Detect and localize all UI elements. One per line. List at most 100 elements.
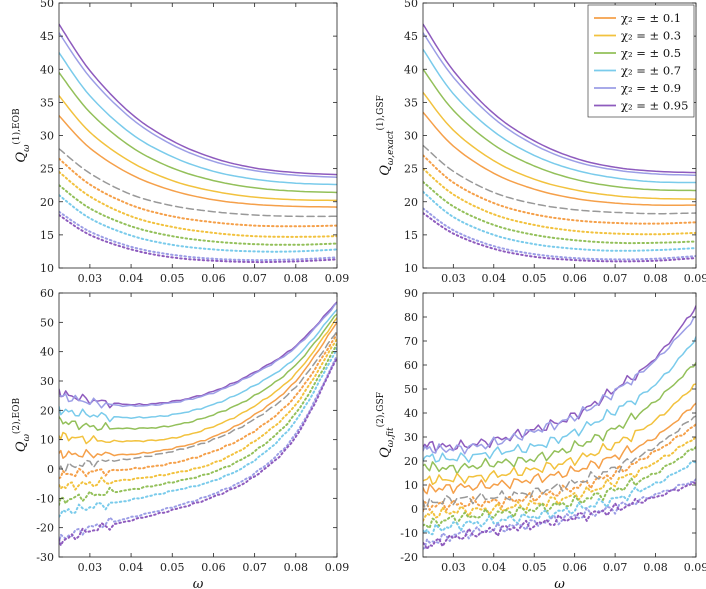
y-tick-label: 20 — [40, 196, 54, 209]
series-line-minus-0_95 — [59, 214, 337, 264]
y-tick-label: 50 — [404, 0, 418, 10]
series-line-minus-0_1 — [423, 154, 696, 225]
y-tick-label: -20 — [400, 551, 418, 564]
series-line-plus-0_9 — [423, 32, 696, 177]
y-axis-label: Qω,fit(2),GSF — [375, 392, 396, 458]
plot-area — [423, 23, 696, 263]
plot-area — [59, 23, 337, 264]
series-line-plus-0_1 — [59, 321, 337, 459]
series-line-minus-0_9 — [423, 478, 696, 550]
y-tick-label: 45 — [40, 30, 54, 43]
x-tick-label: 0.06 — [562, 272, 587, 285]
x-tick-label: 0.04 — [119, 561, 144, 574]
series-line-minus-0_9 — [59, 354, 337, 545]
y-tick-label: 70 — [404, 335, 418, 348]
series-line-minus-0_5 — [59, 184, 337, 246]
y-tick-label: 20 — [40, 404, 54, 417]
x-tick-label: 0.06 — [562, 561, 587, 574]
y-tick-label: 45 — [404, 30, 418, 43]
x-axis-label: ω — [193, 577, 204, 589]
series-line-minus-0_5 — [423, 445, 696, 530]
series-line-plus-0_5 — [59, 71, 337, 194]
axes-frame — [58, 292, 338, 558]
y-tick-label: 40 — [40, 346, 54, 359]
x-tick-label: 0.06 — [201, 272, 226, 285]
y-tick-label: -10 — [36, 492, 54, 505]
y-tick-label: 50 — [40, 316, 54, 329]
y-tick-label: 50 — [404, 383, 418, 396]
series-line-plus-0_9 — [423, 315, 696, 455]
series-line-plus-0_5 — [59, 313, 337, 431]
x-tick-label: 0.03 — [78, 272, 103, 285]
y-tick-label: 10 — [404, 262, 418, 275]
y-tick-label: 15 — [404, 229, 418, 242]
series-line-minus-0_95 — [423, 481, 696, 551]
series-line-plus-0_3 — [423, 91, 696, 200]
x-tick-label: 0.04 — [482, 561, 507, 574]
series-line-minus-0_7 — [423, 190, 696, 252]
series-line-plus-0_5 — [423, 361, 696, 475]
y-tick-label: 30 — [404, 130, 418, 143]
panel-top-left: 0.03 0.04 0.05 0.06 0.07 0.08 0.09 10 15 20 25 30 35… — [11, 0, 349, 285]
y-tick-label: 40 — [404, 63, 418, 76]
y-tick-label: 35 — [404, 96, 418, 109]
y-tick-label: 60 — [404, 359, 418, 372]
y-tick-label: -30 — [36, 551, 54, 564]
series-line-plus-0_9 — [59, 32, 337, 178]
x-tick-label: 0.08 — [643, 272, 668, 285]
x-axis-label: ω — [554, 577, 565, 589]
y-axis-label: Qω,exact(1),GSF — [375, 95, 396, 176]
y-tick-label: 25 — [40, 163, 54, 176]
series-line-plus-0_1 — [59, 114, 337, 208]
series-line-minus-0_3 — [59, 170, 337, 238]
y-axis-label: Qω(2),EOB — [11, 398, 32, 453]
y-tick-label: 20 — [404, 455, 418, 468]
series-line-plus-0_7 — [423, 48, 696, 184]
plot-area — [423, 305, 696, 551]
series-line-plus-0_7 — [423, 336, 696, 463]
x-tick-label: 0.07 — [242, 272, 267, 285]
legend-entry: χ₂ = ± 0.9 — [621, 81, 681, 95]
y-tick-label: -10 — [400, 527, 418, 540]
series-line-minus-0_95 — [59, 357, 337, 547]
y-tick-label: -20 — [36, 522, 54, 535]
legend-entry: χ₂ = ± 0.1 — [621, 11, 681, 25]
reference-line-chi0 — [423, 415, 696, 509]
x-tick-label: 0.08 — [643, 561, 668, 574]
x-tick-label: 0.03 — [441, 272, 466, 285]
reference-line-chi0 — [59, 148, 337, 218]
y-tick-label: 35 — [40, 96, 54, 109]
x-tick-label: 0.03 — [441, 561, 466, 574]
reference-line-chi0 — [423, 144, 696, 215]
series-line-plus-0_95 — [423, 305, 696, 452]
series-line-plus-0_7 — [59, 308, 337, 423]
y-tick-label: 30 — [404, 431, 418, 444]
x-tick-label: 0.06 — [201, 561, 226, 574]
panel-bottom-right: 0.03 0.04 0.05 0.06 0.07 0.08 0.09 -20 -10 0 10 20 3… — [375, 287, 706, 589]
axes-frame — [58, 2, 338, 269]
series-line-plus-0_9 — [59, 302, 337, 409]
x-tick-label: 0.04 — [119, 272, 144, 285]
series-line-minus-0_1 — [59, 332, 337, 480]
y-tick-label: 80 — [404, 311, 418, 324]
x-tick-label: 0.05 — [160, 561, 185, 574]
legend-entry: χ₂ = ± 0.3 — [621, 29, 681, 43]
series-line-plus-0_1 — [423, 111, 696, 206]
y-tick-label: 0 — [411, 503, 418, 516]
y-tick-label: 50 — [40, 0, 54, 10]
panel-bottom-left: 0.03 0.04 0.05 0.06 0.07 0.08 0.09 -30 -20 -10 0 10… — [11, 287, 349, 589]
y-tick-label: 30 — [40, 375, 54, 388]
x-tick-label: 0.07 — [603, 561, 628, 574]
series-line-minus-0_5 — [59, 343, 337, 506]
legend: χ₂ = ± 0.1 χ₂ = ± 0.3 χ₂ = ± 0.5 χ₂ = ± 0.7… — [587, 4, 695, 118]
reference-line-chi0 — [59, 330, 337, 472]
y-axis-label: Qω(1),EOB — [11, 108, 32, 163]
y-tick-label: 60 — [40, 287, 54, 300]
y-tick-label: 20 — [404, 196, 418, 209]
x-tick-label: 0.07 — [603, 272, 628, 285]
y-tick-label: 40 — [404, 407, 418, 420]
series-line-minus-0_3 — [423, 434, 696, 522]
y-tick-label: 40 — [40, 63, 54, 76]
series-line-plus-0_95 — [59, 301, 337, 409]
series-line-minus-0_9 — [59, 210, 337, 262]
